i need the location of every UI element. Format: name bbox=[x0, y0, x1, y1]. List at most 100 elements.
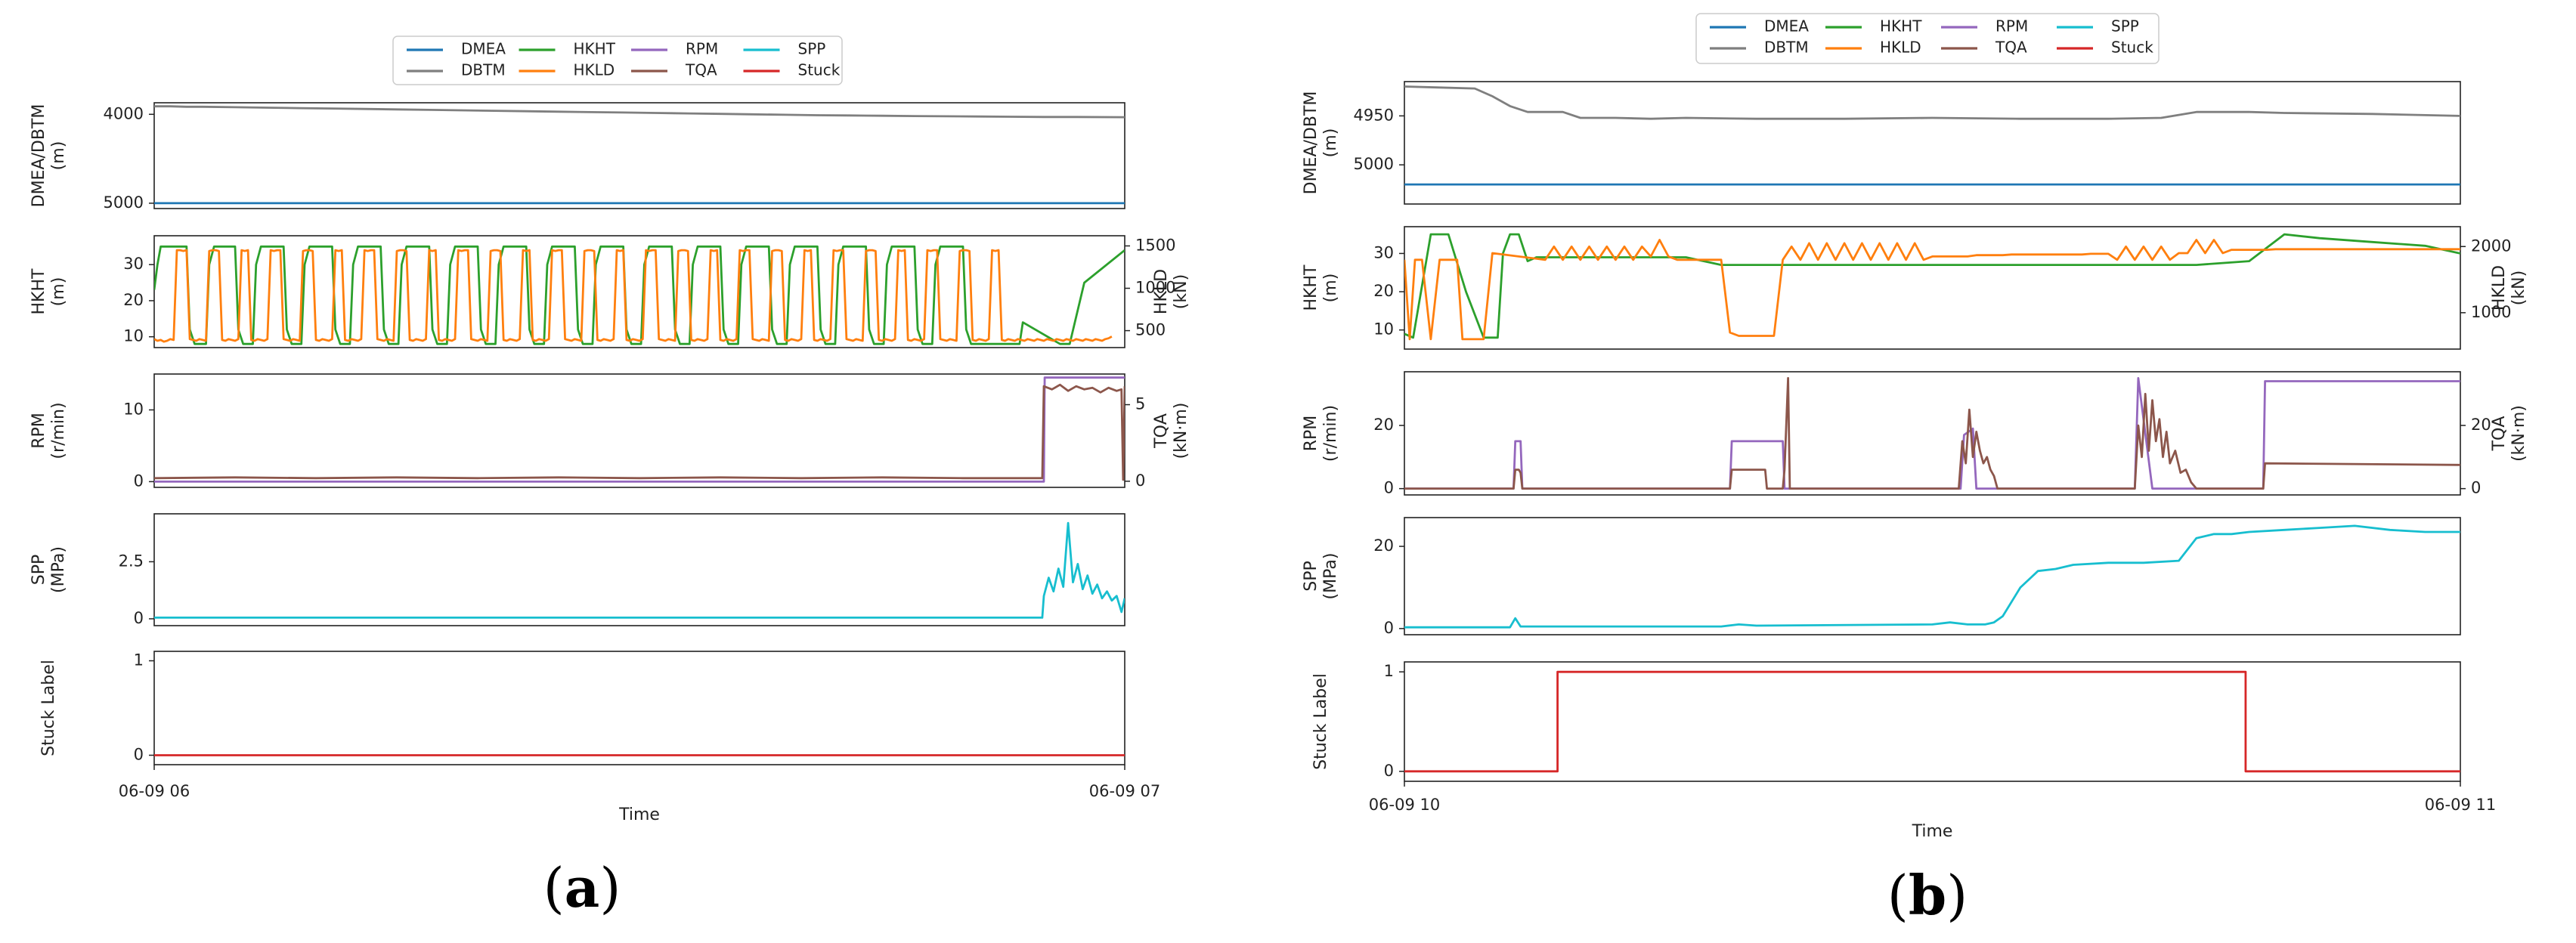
y-axis-label-line: HKHT bbox=[1302, 264, 1321, 311]
series-hkld-line bbox=[154, 249, 1113, 343]
subplot-rotary: 0 10 0 5 RPM (r/min) TQA (kN·m) bbox=[29, 373, 1190, 490]
subplot-hook: 10 20 30 500 1000 1500 HKHT (m) HKLD (kN) bbox=[29, 235, 1190, 348]
legend-label: SPP bbox=[798, 40, 826, 58]
y-axis-label-line: HKHT bbox=[29, 268, 48, 315]
y-tick-label: 1 bbox=[134, 651, 144, 669]
legend-entry-tqa: TQA bbox=[631, 61, 717, 79]
legend-entry-tqa: TQA bbox=[1941, 39, 2027, 57]
y-axis-label: HKHT (m) bbox=[1302, 264, 1340, 311]
y-tick-label: 4950 bbox=[1354, 106, 1394, 124]
axes-frame bbox=[1404, 517, 2461, 635]
y-axis-label-line: (MPa) bbox=[49, 546, 68, 593]
x-tick-label: 06-09 10 bbox=[1369, 796, 1440, 814]
y-axis-label-line: DMEA/DBTM bbox=[1302, 91, 1321, 195]
y-tick-label: 10 bbox=[123, 327, 144, 345]
series-hkht-line bbox=[1404, 233, 2460, 339]
legend-label: TQA bbox=[685, 61, 717, 79]
legend-label: RPM bbox=[686, 40, 718, 58]
y-right-axis-label: TQA (kN·m) bbox=[1152, 403, 1190, 459]
subplot-spp: 0 20 SPP (MPa) bbox=[1302, 517, 2461, 637]
y-right-tick-label: 1000 bbox=[2471, 303, 2511, 321]
panel-label-letter: b bbox=[1909, 863, 1946, 927]
axes-frame bbox=[1404, 226, 2461, 350]
axes-frame bbox=[1404, 661, 2461, 782]
subplot-stuck: 0 1 Stuck Label 06-09 06 06-09 07 Time bbox=[39, 651, 1160, 824]
y-axis-label: RPM (r/min) bbox=[29, 402, 68, 459]
y-right-axis-label-line: TQA bbox=[1152, 413, 1171, 449]
y-right-tick-label: 0 bbox=[1135, 472, 1145, 490]
legend-label: TQA bbox=[1995, 39, 2027, 57]
panel-label-close: ) bbox=[599, 856, 621, 920]
x-tick-label: 06-09 11 bbox=[2425, 796, 2496, 814]
y-axis-label: DMEA/DBTM (m) bbox=[29, 104, 68, 208]
y-right-axis-label: HKLD (kN) bbox=[1152, 269, 1190, 314]
axes-frame bbox=[1404, 81, 2461, 205]
y-tick-label: 0 bbox=[134, 609, 144, 627]
series-hkld-line bbox=[1404, 239, 2460, 341]
y-axis-label-line: (MPa) bbox=[1321, 553, 1340, 600]
y-right-axis-label-line: HKLD bbox=[1152, 269, 1171, 314]
legend-frame bbox=[1695, 13, 2160, 64]
y-tick-label: 10 bbox=[1373, 320, 1394, 339]
panel-label: (a) bbox=[543, 855, 621, 920]
legend-label: RPM bbox=[1995, 17, 2028, 36]
y-right-axis-label-line: TQA bbox=[2490, 416, 2509, 452]
y-tick-label: 10 bbox=[123, 400, 144, 418]
panel-label-open: ( bbox=[1887, 864, 1909, 927]
x-tick-label: 06-09 07 bbox=[1089, 782, 1160, 800]
y-axis-label: Stuck Label bbox=[1311, 673, 1330, 770]
axes-frame bbox=[153, 235, 1125, 348]
legend-label: HKLD bbox=[1880, 39, 1921, 57]
y-tick-label: 30 bbox=[1373, 243, 1394, 261]
legend-label: Stuck bbox=[2111, 39, 2153, 57]
y-tick-label: 0 bbox=[1384, 762, 1394, 780]
legend-label: DMEA bbox=[1764, 17, 1809, 36]
x-axis-label: Time bbox=[618, 805, 660, 824]
legend-label: SPP bbox=[2111, 17, 2139, 36]
series-dbtm-line bbox=[1404, 85, 2460, 120]
y-right-axis-label: TQA (kN·m) bbox=[2490, 405, 2528, 462]
y-tick-label: 1 bbox=[1384, 662, 1394, 680]
legend-entry-hkht: HKHT bbox=[1825, 17, 1922, 36]
y-axis-label-line: SPP bbox=[29, 555, 48, 586]
subplot-spp: 0 2.5 SPP (MPa) bbox=[29, 513, 1125, 627]
y-tick-label: 2.5 bbox=[119, 552, 144, 570]
y-axis-label-line: Stuck Label bbox=[39, 660, 58, 756]
subplot-depth: 4000 5000 DMEA/DBTM (m) bbox=[29, 102, 1125, 212]
x-tick-label: 06-09 06 bbox=[119, 782, 190, 800]
y-tick-label: 30 bbox=[123, 255, 144, 273]
legend-entry-hkht: HKHT bbox=[519, 40, 616, 58]
y-tick-label: 0 bbox=[1384, 479, 1394, 497]
y-axis-label-line: (r/min) bbox=[49, 402, 68, 459]
legend-entry-dbtm: DBTM bbox=[407, 61, 506, 79]
legend-label: DBTM bbox=[461, 61, 506, 79]
series-tqa-line bbox=[154, 383, 1125, 481]
y-axis-label-line: RPM bbox=[29, 413, 48, 449]
legend-entry-stuck: Stuck bbox=[743, 61, 841, 79]
y-axis-label-line: (m) bbox=[49, 277, 68, 307]
legend-entry-hkld: HKLD bbox=[519, 61, 615, 79]
y-tick-label: 5000 bbox=[104, 193, 144, 212]
y-axis-label-line: DMEA/DBTM bbox=[29, 104, 48, 208]
series-tqa-line bbox=[1404, 376, 2460, 490]
legend-label: Stuck bbox=[798, 61, 841, 79]
y-right-tick-label: 500 bbox=[1135, 321, 1166, 339]
legend-label: DMEA bbox=[461, 40, 506, 58]
axes-frame bbox=[153, 651, 1125, 765]
y-axis-label: SPP (MPa) bbox=[1302, 553, 1340, 600]
legend-entry-spp: SPP bbox=[2057, 17, 2139, 36]
series-rpm-line bbox=[1404, 376, 2460, 490]
y-tick-label: 4000 bbox=[104, 104, 144, 122]
legend-entry-hkld: HKLD bbox=[1825, 39, 1921, 57]
y-right-tick-label: 2000 bbox=[2471, 237, 2511, 255]
panel-b: DMEA DBTM HKHT HKLD RPM TQA SPP Stuck 4950 5000 DM… bbox=[1302, 13, 2528, 927]
legend-entry-stuck: Stuck bbox=[2057, 39, 2153, 57]
panel-label-close: ) bbox=[1946, 864, 1968, 927]
y-tick-label: 20 bbox=[123, 291, 144, 309]
y-axis-label: RPM (r/min) bbox=[1302, 405, 1340, 462]
series-spp-line bbox=[154, 521, 1125, 619]
legend: DMEA DBTM HKHT HKLD RPM TQA SPP Stuck bbox=[392, 36, 843, 85]
y-tick-label: 20 bbox=[1373, 282, 1394, 300]
y-right-tick-label: 0 bbox=[2471, 479, 2481, 497]
